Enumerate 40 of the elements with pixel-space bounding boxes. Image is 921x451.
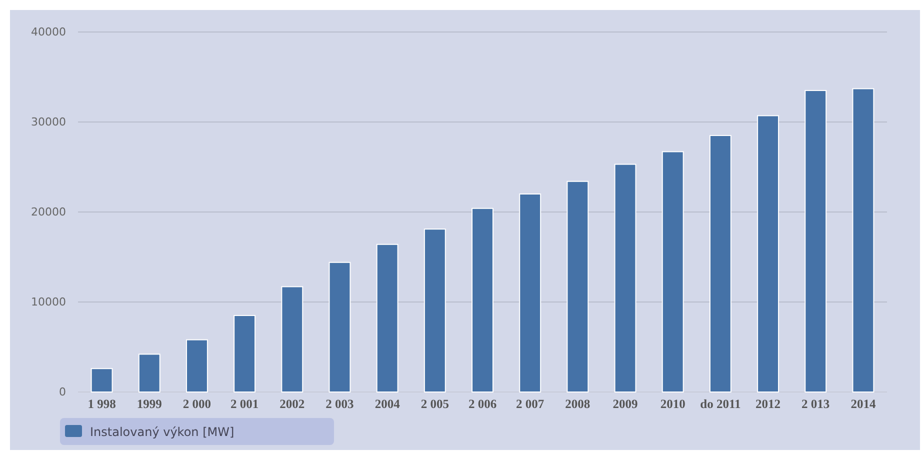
bar	[424, 228, 446, 392]
x-tick-label: 2 005	[420, 396, 449, 411]
bar	[662, 151, 684, 392]
x-tick-label: 1999	[136, 396, 162, 411]
bar	[709, 135, 732, 392]
bar	[804, 90, 827, 392]
x-tick-label: 2004	[374, 396, 401, 411]
x-tick-label: do 2011	[700, 396, 741, 411]
bar	[519, 194, 542, 392]
x-tick-label: 2008	[565, 396, 590, 411]
y-tick-label: 30000	[31, 116, 66, 129]
x-tick-label: 2 006	[468, 396, 497, 411]
bar	[376, 244, 398, 392]
y-tick-label: 0	[59, 386, 66, 399]
y-tick-label: 20000	[31, 206, 66, 219]
x-tick-label: 2014	[850, 396, 876, 411]
x-tick-label: 2002	[280, 396, 305, 411]
bar	[566, 180, 589, 392]
bar	[328, 262, 351, 392]
x-tick-label: 2 007	[516, 396, 544, 411]
y-tick-label: 40000	[31, 26, 66, 39]
x-tick-label: 2 000	[182, 396, 212, 411]
bar	[186, 339, 208, 392]
x-tick-label: 1 998	[88, 396, 116, 411]
x-tick-label: 2 013	[802, 396, 830, 411]
bar	[614, 164, 636, 392]
bar	[234, 315, 256, 392]
bar	[90, 368, 113, 392]
bar	[138, 354, 160, 392]
legend-label: Instalovaný výkon [MW]	[90, 425, 234, 439]
x-tick-label: 2010	[660, 396, 686, 411]
bar	[472, 208, 494, 392]
x-tick-label: 2 003	[326, 396, 354, 411]
bar	[281, 286, 304, 392]
x-tick-label: 2012	[756, 396, 781, 411]
bar	[852, 88, 874, 392]
y-tick-label: 10000	[31, 296, 66, 309]
x-tick-label: 2009	[612, 396, 638, 411]
bar	[757, 115, 779, 392]
x-tick-label: 2 001	[230, 396, 259, 411]
